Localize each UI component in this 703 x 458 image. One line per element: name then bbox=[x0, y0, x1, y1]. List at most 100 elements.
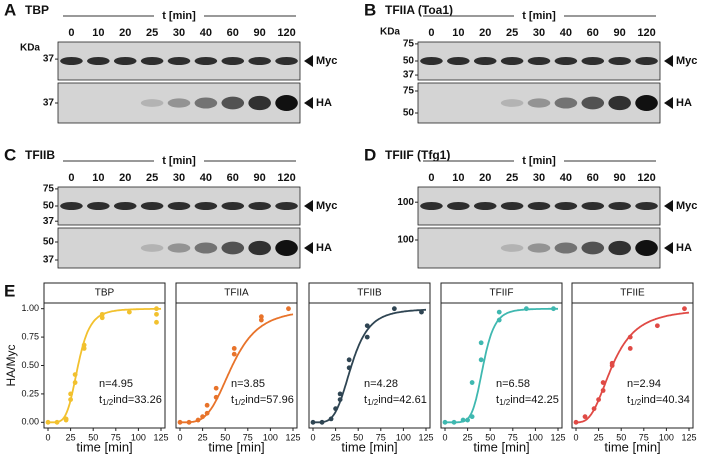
band bbox=[473, 57, 497, 65]
point bbox=[364, 323, 370, 329]
point bbox=[596, 397, 601, 402]
band bbox=[420, 202, 443, 210]
x-tick-label: 0 bbox=[573, 432, 578, 442]
arrowhead bbox=[304, 97, 313, 109]
point bbox=[573, 419, 579, 425]
time-label: t [min] bbox=[522, 155, 556, 167]
point bbox=[177, 419, 183, 425]
panel-title: TFIIA (Toa1) bbox=[385, 3, 453, 17]
time-point: 25 bbox=[506, 27, 518, 39]
x-tick-label: 100 bbox=[528, 432, 543, 442]
kda-label: KDa bbox=[380, 27, 400, 38]
band bbox=[248, 57, 271, 65]
band bbox=[581, 241, 605, 255]
point bbox=[346, 365, 352, 371]
band bbox=[447, 202, 470, 210]
point bbox=[364, 334, 370, 340]
point bbox=[72, 372, 78, 377]
band bbox=[275, 95, 298, 111]
point bbox=[204, 410, 210, 416]
point bbox=[442, 419, 448, 425]
band bbox=[527, 57, 551, 65]
halflife-rest: ind=57.96 bbox=[245, 394, 294, 406]
band bbox=[608, 95, 631, 111]
point bbox=[126, 309, 132, 315]
point bbox=[200, 414, 206, 420]
point bbox=[682, 306, 687, 312]
halflife-t: t bbox=[364, 394, 367, 406]
band bbox=[420, 57, 443, 65]
point bbox=[213, 385, 219, 391]
kda-marker: 100 bbox=[397, 235, 414, 246]
x-tick-label: 50 bbox=[88, 432, 98, 442]
time-label: t [min] bbox=[522, 10, 556, 22]
band bbox=[60, 202, 83, 210]
halflife-sub: 1/2 bbox=[234, 398, 246, 407]
point bbox=[496, 317, 502, 323]
arrowhead bbox=[664, 242, 673, 254]
x-tick-label: 0 bbox=[442, 432, 447, 442]
time-point: 90 bbox=[614, 27, 626, 39]
kda-marker: 75 bbox=[43, 184, 55, 195]
time-point: 10 bbox=[452, 172, 464, 184]
label-bg bbox=[514, 153, 564, 167]
fit-curve bbox=[48, 307, 162, 424]
time-point: 30 bbox=[533, 172, 545, 184]
time-point: 30 bbox=[533, 27, 545, 39]
kda-label: KDa bbox=[20, 43, 40, 54]
x-tick-label: 125 bbox=[418, 432, 433, 442]
kda-marker: 37 bbox=[43, 54, 55, 65]
kda-marker: 75 bbox=[403, 39, 415, 50]
band bbox=[140, 202, 164, 210]
point bbox=[258, 317, 264, 323]
point bbox=[258, 314, 264, 320]
point bbox=[310, 419, 316, 425]
point bbox=[654, 323, 660, 329]
point bbox=[346, 357, 352, 363]
kda-marker: 75 bbox=[403, 86, 415, 97]
arrowhead bbox=[664, 97, 673, 109]
time-point: 20 bbox=[119, 172, 131, 184]
x-tick-label: 100 bbox=[659, 432, 674, 442]
panel-title: TFIIB bbox=[25, 148, 55, 162]
band bbox=[635, 202, 658, 210]
point bbox=[154, 311, 159, 317]
band bbox=[635, 95, 658, 111]
x-axis-label: time [min] bbox=[604, 439, 660, 454]
point bbox=[195, 417, 201, 423]
x-tick-label: 50 bbox=[220, 432, 230, 442]
y-tick-label: 0.50 bbox=[21, 360, 39, 370]
band bbox=[581, 57, 605, 65]
y-tick-label: 0.75 bbox=[21, 331, 39, 341]
x-tick-label: 125 bbox=[550, 432, 565, 442]
time-point: 20 bbox=[479, 27, 491, 39]
band bbox=[248, 240, 271, 256]
band bbox=[87, 202, 110, 210]
facet-title: TBP bbox=[95, 288, 115, 299]
band bbox=[167, 98, 191, 108]
halflife-label: t1/2ind=33.26 bbox=[99, 394, 162, 407]
time-label: t [min] bbox=[162, 10, 196, 22]
time-point: 10 bbox=[92, 172, 104, 184]
band bbox=[194, 242, 218, 254]
band bbox=[500, 99, 524, 107]
halflife-t: t bbox=[496, 394, 499, 406]
band bbox=[221, 202, 245, 210]
band bbox=[500, 57, 524, 65]
point bbox=[204, 402, 210, 408]
time-point: 60 bbox=[227, 27, 239, 39]
halflife-sub: 1/2 bbox=[630, 398, 642, 407]
time-point: 120 bbox=[277, 27, 295, 39]
point bbox=[591, 406, 597, 412]
band bbox=[167, 57, 191, 65]
time-point: 0 bbox=[68, 27, 74, 39]
kda-marker: 37 bbox=[43, 255, 55, 266]
time-point: 40 bbox=[560, 27, 572, 39]
kda-marker: 50 bbox=[43, 201, 55, 212]
x-tick-label: 100 bbox=[263, 432, 278, 442]
time-point: 25 bbox=[146, 172, 158, 184]
point bbox=[523, 306, 529, 312]
halflife-t: t bbox=[231, 394, 234, 406]
point bbox=[81, 346, 87, 351]
